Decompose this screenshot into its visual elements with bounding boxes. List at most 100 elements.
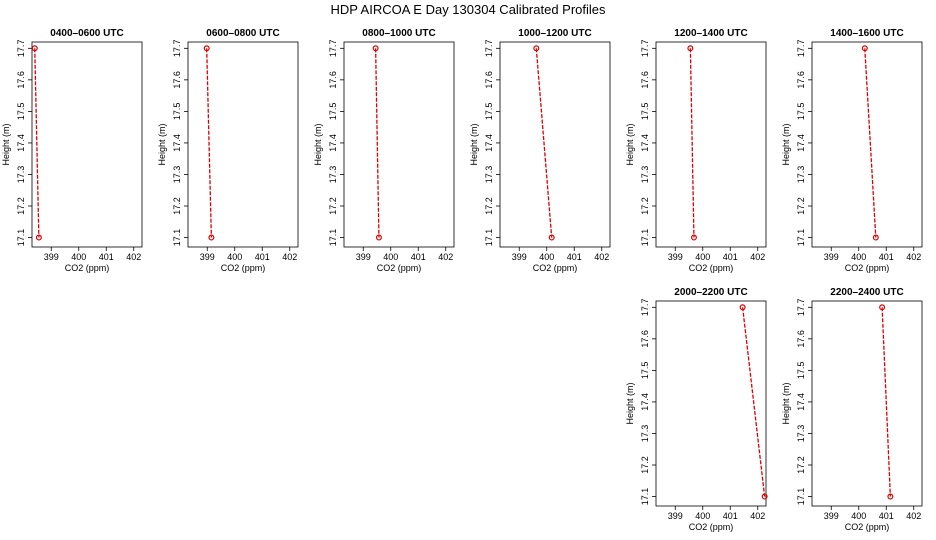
y-tick-label: 17.7 bbox=[796, 299, 806, 317]
x-tick-label: 400 bbox=[851, 252, 866, 262]
x-tick-label: 402 bbox=[750, 252, 765, 262]
y-tick-label: 17.6 bbox=[640, 330, 650, 348]
panel-title: 2000–2200 UTC bbox=[674, 287, 747, 298]
plot-frame bbox=[655, 41, 767, 248]
x-axis-label: CO2 (ppm) bbox=[689, 522, 734, 532]
x-tick-label: 400 bbox=[227, 252, 242, 262]
x-tick-label: 399 bbox=[668, 511, 683, 521]
x-axis-label: CO2 (ppm) bbox=[533, 263, 578, 273]
y-tick-label: 17.5 bbox=[328, 103, 338, 121]
x-axis-label: CO2 (ppm) bbox=[377, 263, 422, 273]
y-tick-label: 17.4 bbox=[16, 134, 26, 152]
y-tick-label: 17.1 bbox=[796, 229, 806, 247]
figure-title: HDP AIRCOA E Day 130304 Calibrated Profi… bbox=[330, 2, 606, 17]
plot-frame bbox=[31, 41, 143, 248]
y-tick-label: 17.7 bbox=[16, 40, 26, 58]
y-axis-label: Height (m) bbox=[781, 382, 791, 424]
plot-frame bbox=[811, 41, 923, 248]
panel-title: 1200–1400 UTC bbox=[674, 28, 747, 39]
plot-frame bbox=[187, 41, 299, 248]
panel-title: 0400–0600 UTC bbox=[50, 28, 123, 39]
profile-line bbox=[741, 307, 766, 497]
y-tick-label: 17.1 bbox=[172, 229, 182, 247]
y-tick-label: 17.1 bbox=[796, 488, 806, 506]
data-point bbox=[375, 234, 382, 241]
y-tick-label: 17.6 bbox=[796, 71, 806, 89]
y-tick-label: 17.2 bbox=[796, 197, 806, 215]
y-tick-label: 17.3 bbox=[484, 166, 494, 184]
x-tick-label: 401 bbox=[723, 511, 738, 521]
y-tick-label: 17.3 bbox=[796, 425, 806, 443]
x-axis-label: CO2 (ppm) bbox=[689, 263, 734, 273]
y-tick-label: 17.5 bbox=[484, 103, 494, 121]
y-tick-label: 17.6 bbox=[640, 71, 650, 89]
x-tick-label: 400 bbox=[695, 511, 710, 521]
x-tick-label: 401 bbox=[723, 252, 738, 262]
y-tick-label: 17.6 bbox=[484, 71, 494, 89]
x-axis-label: CO2 (ppm) bbox=[65, 263, 110, 273]
x-tick-label: 399 bbox=[824, 252, 839, 262]
x-tick-label: 399 bbox=[668, 252, 683, 262]
y-tick-label: 17.4 bbox=[640, 134, 650, 152]
profile-line bbox=[864, 48, 877, 238]
y-tick-label: 17.1 bbox=[328, 229, 338, 247]
y-tick-label: 17.4 bbox=[640, 393, 650, 411]
y-tick-label: 17.1 bbox=[484, 229, 494, 247]
y-tick-label: 17.7 bbox=[484, 40, 494, 58]
y-tick-label: 17.2 bbox=[484, 197, 494, 215]
panel-title: 1400–1600 UTC bbox=[830, 28, 903, 39]
x-tick-label: 399 bbox=[824, 511, 839, 521]
data-point bbox=[872, 234, 879, 241]
y-tick-label: 17.5 bbox=[640, 362, 650, 380]
y-tick-label: 17.2 bbox=[16, 197, 26, 215]
x-tick-label: 400 bbox=[383, 252, 398, 262]
y-tick-label: 17.4 bbox=[172, 134, 182, 152]
x-tick-label: 400 bbox=[851, 511, 866, 521]
x-axis-label: CO2 (ppm) bbox=[845, 522, 890, 532]
x-tick-label: 399 bbox=[512, 252, 527, 262]
y-tick-label: 17.3 bbox=[796, 166, 806, 184]
x-tick-label: 399 bbox=[356, 252, 371, 262]
x-tick-label: 401 bbox=[255, 252, 270, 262]
y-tick-label: 17.5 bbox=[16, 103, 26, 121]
y-tick-label: 17.2 bbox=[172, 197, 182, 215]
plot-frame bbox=[655, 300, 767, 507]
y-axis-label: Height (m) bbox=[1, 123, 11, 165]
x-tick-label: 399 bbox=[200, 252, 215, 262]
y-axis-label: Height (m) bbox=[313, 123, 323, 165]
x-axis-label: CO2 (ppm) bbox=[221, 263, 266, 273]
y-axis-label: Height (m) bbox=[469, 123, 479, 165]
y-axis-label: Height (m) bbox=[781, 123, 791, 165]
x-tick-label: 400 bbox=[539, 252, 554, 262]
y-tick-label: 17.4 bbox=[796, 134, 806, 152]
data-point bbox=[548, 234, 555, 241]
x-tick-label: 402 bbox=[906, 511, 921, 521]
plot-frame bbox=[499, 41, 611, 248]
y-tick-label: 17.4 bbox=[484, 134, 494, 152]
data-point bbox=[533, 45, 540, 52]
data-point bbox=[879, 304, 886, 311]
x-tick-label: 401 bbox=[567, 252, 582, 262]
y-tick-label: 17.3 bbox=[16, 166, 26, 184]
y-axis-label: Height (m) bbox=[625, 382, 635, 424]
y-tick-label: 17.5 bbox=[796, 362, 806, 380]
y-tick-label: 17.1 bbox=[640, 488, 650, 506]
x-tick-label: 402 bbox=[282, 252, 297, 262]
data-point bbox=[887, 493, 894, 500]
x-tick-label: 402 bbox=[750, 511, 765, 521]
y-tick-label: 17.6 bbox=[16, 71, 26, 89]
y-tick-label: 17.5 bbox=[796, 103, 806, 121]
data-point bbox=[739, 304, 746, 311]
y-tick-label: 17.5 bbox=[172, 103, 182, 121]
y-tick-label: 17.2 bbox=[640, 456, 650, 474]
x-tick-label: 402 bbox=[906, 252, 921, 262]
profile-line bbox=[374, 48, 380, 238]
y-tick-label: 17.1 bbox=[640, 229, 650, 247]
panel-title: 0600–0800 UTC bbox=[206, 28, 279, 39]
y-tick-label: 17.3 bbox=[328, 166, 338, 184]
y-tick-label: 17.4 bbox=[328, 134, 338, 152]
y-tick-label: 17.7 bbox=[328, 40, 338, 58]
y-tick-label: 17.5 bbox=[640, 103, 650, 121]
data-point bbox=[208, 234, 215, 241]
x-tick-label: 400 bbox=[695, 252, 710, 262]
